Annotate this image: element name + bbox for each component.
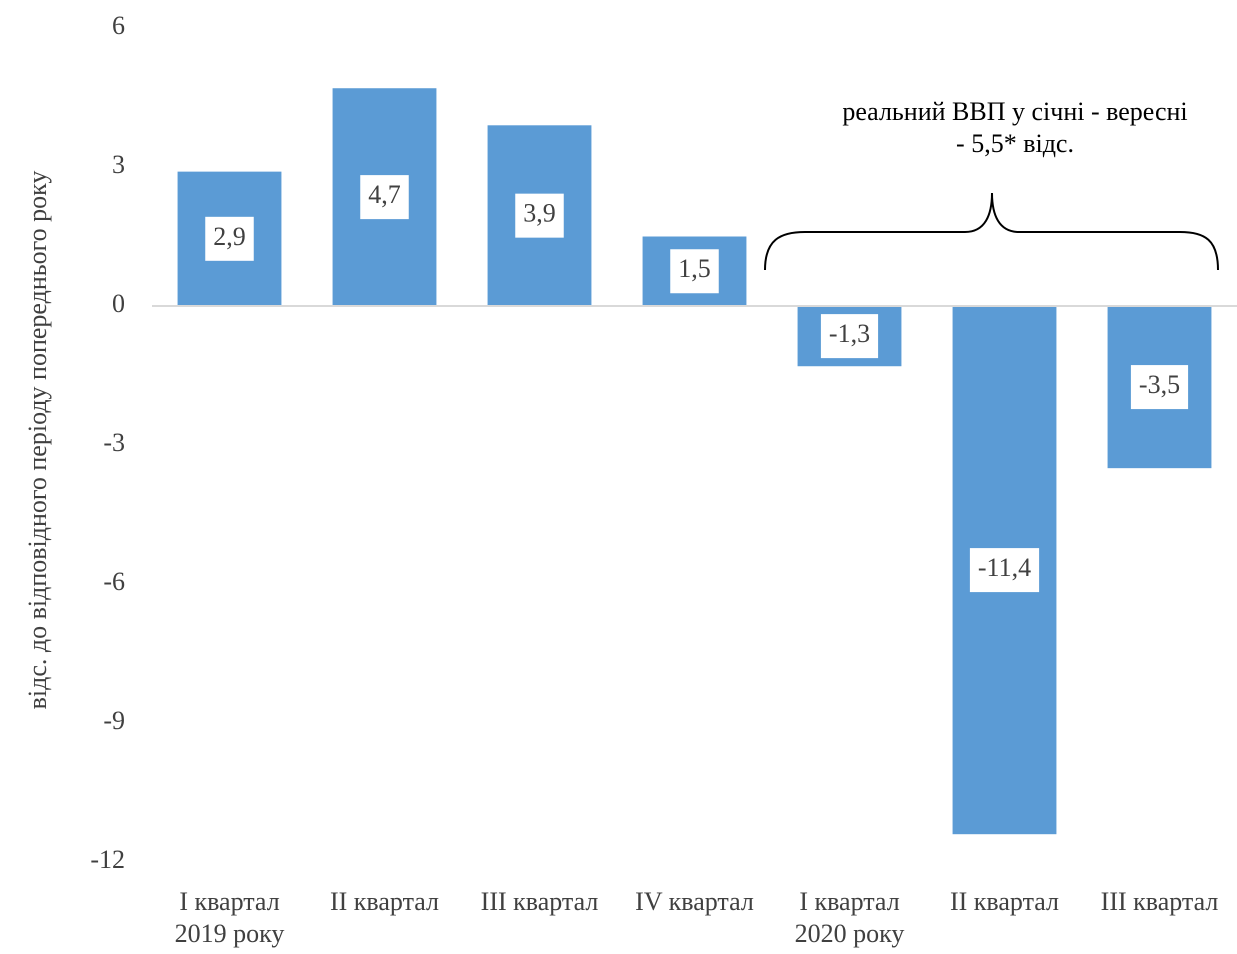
data-label: 4,7 (368, 180, 401, 209)
data-label-box (670, 249, 719, 294)
data-label: 2,9 (213, 222, 246, 251)
y-tick-label: -6 (103, 567, 125, 596)
data-label: 3,9 (523, 199, 556, 228)
brace (764, 192, 1219, 271)
data-label-box (1130, 365, 1189, 410)
y-tick-label: -9 (103, 706, 125, 735)
data-label: 1,5 (678, 254, 711, 283)
x-tick-label: I квартал 2020 року (794, 887, 905, 948)
data-label: -11,4 (978, 553, 1031, 582)
data-label-box (360, 175, 409, 220)
data-label: -3,5 (1139, 370, 1180, 399)
y-tick-label: -12 (90, 845, 125, 874)
x-tick-label: IV квартал (635, 887, 754, 916)
x-tick-label: II квартал (329, 887, 439, 916)
data-label-box (205, 216, 254, 261)
x-tick-label: I квартал 2019 року (174, 887, 285, 948)
y-tick-label: 3 (112, 150, 125, 179)
x-tick-label: III квартал (1100, 887, 1219, 916)
x-tick-label: II квартал (949, 887, 1059, 916)
annotation: реальний ВВП у січні - вересні - 5,5* ві… (842, 97, 1188, 158)
y-tick-label: -3 (103, 428, 125, 457)
data-label-box (969, 548, 1040, 593)
y-tick-label: 6 (112, 11, 125, 40)
y-axis-label: відс. до відповідного періоду попередньо… (23, 171, 52, 710)
data-label-box (515, 193, 564, 238)
x-tick-label: III квартал (480, 887, 599, 916)
data-label-box (820, 314, 879, 359)
y-tick-label: 0 (112, 289, 125, 318)
data-label: -1,3 (829, 319, 870, 348)
